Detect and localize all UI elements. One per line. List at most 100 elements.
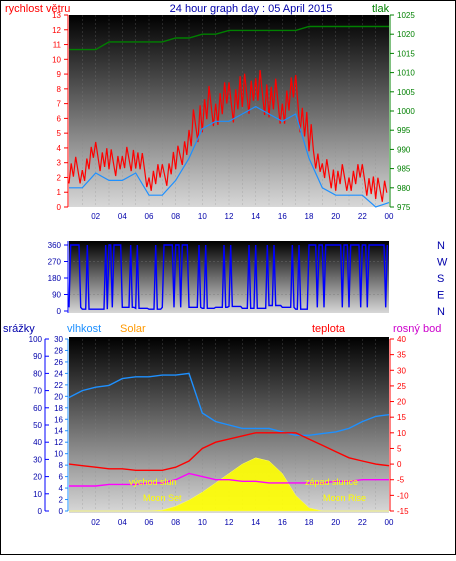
- temperature-tick-label: 20: [397, 398, 406, 407]
- wind-tick-label: 6: [57, 114, 62, 123]
- top-series: [68, 25, 390, 208]
- direction-tick-label: 270: [48, 258, 62, 267]
- wind-tick-label: 11: [53, 41, 62, 50]
- wind-tick-label: 0: [57, 203, 62, 212]
- humidity-axis-label: vlhkost: [67, 323, 101, 335]
- wind-axis-label: rychlost větru: [5, 3, 70, 15]
- solar-label: Solar: [120, 323, 146, 335]
- rain-tick-label: 100: [29, 335, 43, 344]
- wind-direction-line: [68, 244, 388, 310]
- x-tick-label: 18: [305, 212, 314, 221]
- direction-tick-label: 0: [57, 307, 62, 316]
- direction-series: [68, 244, 388, 310]
- pressure-tick-label: 990: [397, 145, 411, 154]
- solar-series: [69, 457, 389, 512]
- wind-tick-label: 1: [57, 188, 62, 197]
- humidity-tick-label: 2: [59, 496, 64, 505]
- pressure-tick-label: 1000: [397, 107, 415, 116]
- pressure-tick-label: 1015: [397, 49, 415, 58]
- wind-tick-label: 2: [57, 173, 62, 182]
- dewpoint-line: [69, 472, 389, 487]
- humidity-tick-label: 12: [54, 438, 63, 447]
- x-tick-label: 00: [385, 518, 394, 527]
- compass-label: S: [437, 273, 444, 285]
- humidity-tick-label: 22: [54, 381, 63, 390]
- x-tick-label: 16: [278, 212, 287, 221]
- humidity-tick-label: 0: [59, 507, 64, 516]
- rain-tick-label: 90: [33, 352, 42, 361]
- x-tick-label: 14: [251, 518, 260, 527]
- x-tick-label: 04: [118, 518, 127, 527]
- x-tick-label: 20: [331, 212, 340, 221]
- humidity-tick-label: 24: [54, 369, 63, 378]
- rain-tick-label: 30: [33, 455, 42, 464]
- x-tick-label: 04: [118, 212, 127, 221]
- dewpoint-axis-label: rosný bod: [393, 323, 441, 335]
- rain-tick-label: 0: [38, 507, 43, 516]
- graph-title: 24 hour graph day : 05 April 2015: [170, 3, 333, 15]
- wind-tick-label: 5: [57, 129, 62, 138]
- humidity-tick-label: 10: [54, 450, 63, 459]
- direction-degree-axis: 0 90 180 270 360: [48, 241, 69, 316]
- pressure-tick-label: 995: [397, 126, 411, 135]
- pressure-tick-label: 985: [397, 165, 411, 174]
- solar-area: [69, 457, 389, 512]
- wind-tick-label: 9: [57, 70, 62, 79]
- humidity-tick-label: 14: [54, 427, 63, 436]
- x-tick-label: 06: [145, 212, 154, 221]
- rain-tick-label: 50: [33, 421, 42, 430]
- x-tick-label: 10: [198, 518, 207, 527]
- humidity-tick-label: 20: [54, 392, 63, 401]
- compass-label: W: [437, 257, 448, 269]
- pressure-axis: 975 980 985 990 995 1000 1005 1010 1015 1020 1025: [389, 11, 415, 212]
- humidity-tick-label: 30: [54, 335, 63, 344]
- pressure-axis-label: tlak: [372, 3, 390, 15]
- humidity-tick-label: 28: [54, 346, 63, 355]
- rain-tick-label: 10: [33, 490, 42, 499]
- pressure-tick-label: 1020: [397, 30, 415, 39]
- compass-label: E: [437, 290, 444, 302]
- moonset-annotation: Moon Set: [143, 493, 182, 503]
- rain-tick-label: 70: [33, 387, 42, 396]
- wind-speed-line: [68, 69, 388, 202]
- temperature-tick-label: -10: [397, 491, 409, 500]
- pressure-tick-label: 1025: [397, 11, 415, 20]
- wind-tick-label: 8: [57, 85, 62, 94]
- x-tick-label: 16: [278, 518, 287, 527]
- x-tick-label: 20: [331, 518, 340, 527]
- temperature-tick-label: -15: [397, 507, 409, 516]
- temperature-tick-label: 30: [397, 366, 406, 375]
- top-grid: [82, 15, 376, 207]
- pressure-line: [69, 25, 389, 51]
- x-tick-label: 06: [145, 518, 154, 527]
- bottom-series: [68, 372, 390, 487]
- humidity-tick-label: 26: [54, 358, 63, 367]
- x-tick-label: 10: [198, 212, 207, 221]
- temperature-tick-label: 15: [397, 413, 406, 422]
- x-tick-label: 22: [358, 518, 367, 527]
- top-x-axis: 02 04 06 08 10 12 14 16 18 20 22 00: [91, 212, 394, 221]
- wind-tick-label: 13: [52, 11, 61, 20]
- rain-tick-label: 80: [33, 369, 42, 378]
- direction-tick-label: 360: [48, 241, 62, 250]
- x-tick-label: 12: [225, 212, 234, 221]
- sunset-annotation: západ slunce: [305, 477, 358, 487]
- direction-tick-label: 180: [48, 274, 62, 283]
- pressure-tick-label: 975: [397, 203, 411, 212]
- compass-label: N: [437, 240, 445, 252]
- humidity-tick-label: 8: [59, 461, 64, 470]
- bottom-grid: [82, 339, 376, 511]
- x-tick-label: 08: [171, 212, 180, 221]
- x-tick-label: 02: [91, 212, 100, 221]
- wind-tick-label: 4: [57, 144, 62, 153]
- temperature-tick-label: 5: [397, 444, 402, 453]
- x-tick-label: 22: [358, 212, 367, 221]
- pressure-tick-label: 980: [397, 184, 411, 193]
- temperature-line: [68, 432, 390, 471]
- humidity-tick-label: 16: [54, 415, 63, 424]
- x-tick-label: 08: [171, 518, 180, 527]
